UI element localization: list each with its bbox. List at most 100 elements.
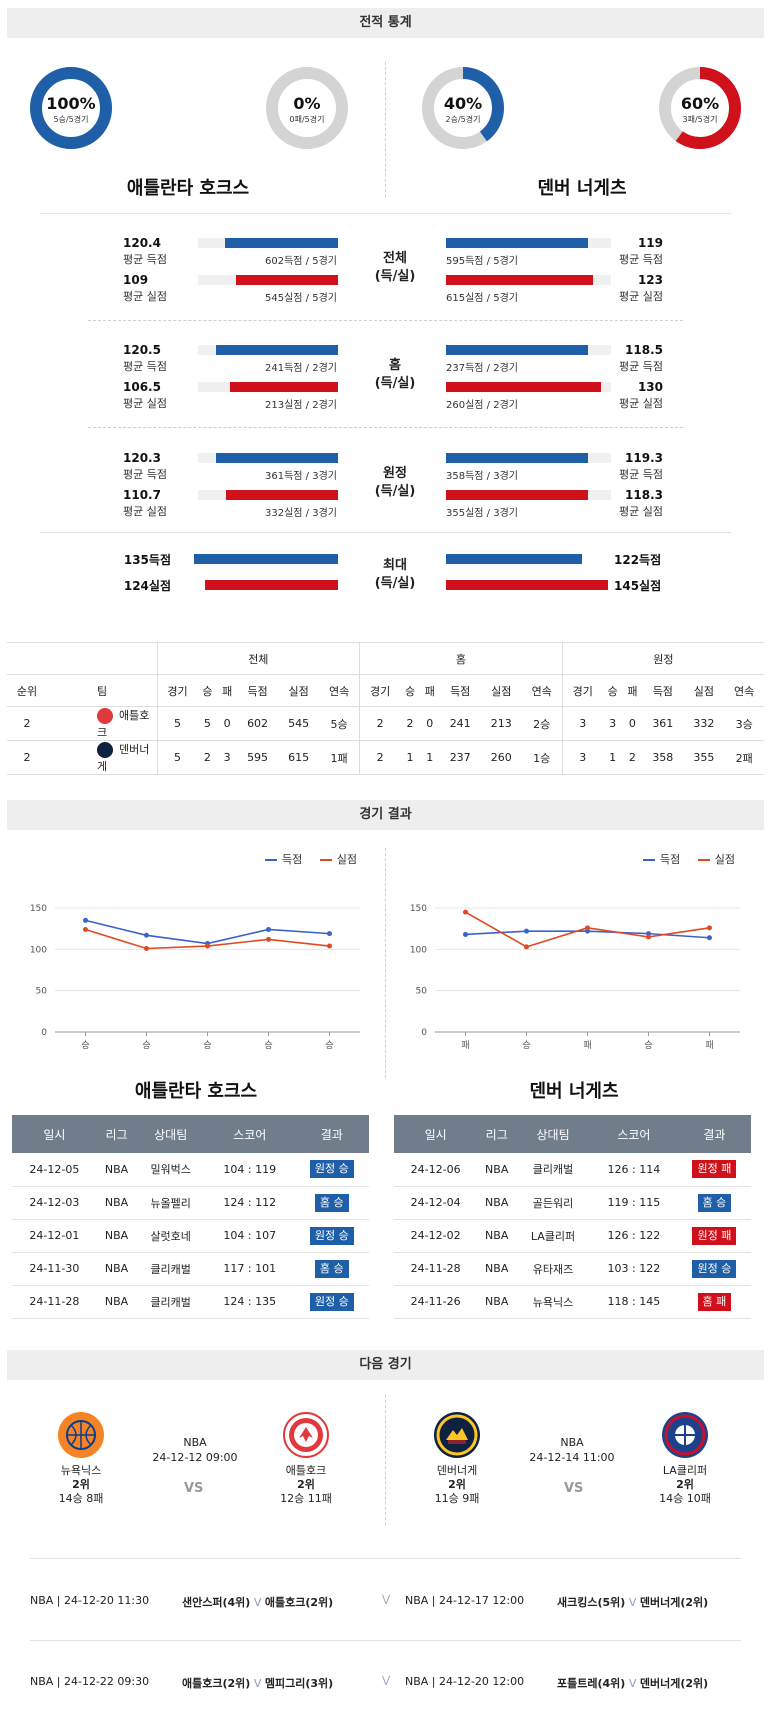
table-row: 24-11-28 NBA 클리캐벌 124 : 135 원정 승 [12, 1285, 369, 1319]
score-cell: 117 : 101 [205, 1252, 295, 1286]
bar-caption: 595득점 / 5경기 [446, 256, 518, 267]
max-scored-away: 122득점 [614, 553, 662, 567]
avg-value: 106.5 [123, 380, 161, 394]
avg-value: 118.5 [625, 343, 663, 357]
league-cell: NBA [477, 1186, 517, 1220]
col-header-home: 연속 [521, 674, 563, 707]
data-point[interactable] [524, 944, 529, 950]
data-point[interactable] [83, 926, 88, 932]
league-cell: NBA [96, 1153, 137, 1187]
donut-caption: 0패/5경기 [289, 115, 325, 124]
score-cell: 124 : 112 [205, 1186, 295, 1220]
line-chart-home: 0 50 100 150 승 승 승 승 승 [30, 904, 360, 1051]
date-cell: 24-11-28 [394, 1252, 478, 1286]
team-record: 11승 9패 [434, 1492, 480, 1505]
y-tick-label: 100 [410, 945, 427, 955]
score-cell: 118 : 145 [589, 1285, 678, 1319]
col-header-total: 승 [197, 674, 218, 707]
max-bar [446, 580, 608, 590]
data-point[interactable] [585, 925, 590, 931]
sched-left-0-teams[interactable]: 샌안스퍼(4위) V 애틀호크(2위) [182, 1594, 333, 1610]
next-team-clippers[interactable]: LA클리퍼 2위 14승 10패 [640, 1412, 730, 1506]
data-point[interactable] [83, 917, 88, 923]
date-cell: 24-12-01 [12, 1219, 97, 1253]
opponent-cell: 골든워리 [516, 1186, 590, 1220]
stat-cell-home: 1 [419, 740, 440, 775]
rank-cell: 2 [7, 740, 47, 775]
next-game-info: NBA 24-12-12 09:00 [140, 1435, 250, 1465]
stat-bar [226, 490, 338, 500]
results-home-team-title: 애틀란타 호크스 [134, 1081, 258, 1102]
score-cell: 104 : 107 [205, 1219, 295, 1253]
data-point[interactable] [144, 946, 149, 952]
bar-caption: 358득점 / 3경기 [446, 471, 518, 482]
data-point[interactable] [266, 936, 271, 942]
stat-cell-total: 0 [217, 706, 238, 741]
next-team-nuggets[interactable]: 덴버너게 2위 11승 9패 [412, 1412, 502, 1506]
team-name: 덴버너게 [436, 1464, 478, 1477]
data-point[interactable] [524, 928, 529, 934]
table-row: 24-11-28 NBA 유타재즈 103 : 122 원정 승 [394, 1252, 751, 1286]
data-point[interactable] [463, 909, 468, 915]
result-badge: 원정 승 [309, 1292, 354, 1311]
stat-cell-total: 1패 [319, 740, 360, 775]
stat-cell-home: 2 [400, 706, 420, 741]
stat-cell-away: 3 [561, 706, 603, 741]
data-point[interactable] [327, 931, 332, 937]
sched-left-1-teams[interactable]: 애틀호크(2위) V 멤피그리(3위) [182, 1675, 333, 1691]
team-rank: 2위 [676, 1478, 694, 1491]
sched-right-1-teams[interactable]: 포틀트레(4위) V 덴버너게(2위) [557, 1675, 708, 1691]
data-point[interactable] [463, 931, 468, 937]
legend-swatch-allowed [697, 859, 710, 861]
nuggets-logo-icon [434, 1412, 480, 1458]
data-point[interactable] [707, 925, 712, 931]
stat-cell-away: 2패 [724, 740, 764, 775]
chevron-down-icon[interactable]: ⋁ [382, 1594, 391, 1605]
sched-right-0-teams[interactable]: 새크킹스(5위) V 덴버너게(2위) [557, 1594, 708, 1610]
col-header-away: 득점 [642, 674, 684, 707]
next-team-hawks[interactable]: 애틀호크 2위 12승 11패 [261, 1412, 351, 1506]
stat-cell-home: 0 [419, 706, 440, 741]
logo-glyph [66, 1420, 96, 1450]
bar-caption: 545실점 / 5경기 [265, 293, 337, 304]
max-allowed-away: 145실점 [614, 579, 662, 593]
avg-value: 119.3 [625, 451, 663, 465]
result-badge: 홈 승 [697, 1193, 732, 1212]
col-header-total: 득점 [237, 674, 279, 707]
stat-cell-total: 615 [278, 740, 320, 775]
data-point[interactable] [646, 934, 651, 940]
compare-label-line1: 원정 [383, 466, 407, 481]
results-table-home: 일시 리그 상대팀 스코어 결과 24-12-05 NBA 밀워벅스 104 : 119 원정 … [12, 1115, 369, 1319]
group-away: 원정 [561, 642, 764, 675]
donut-away-win: 40% 2승/5경기 [421, 66, 505, 150]
vs-label: VS [564, 1481, 584, 1496]
league-cell: NBA [477, 1153, 517, 1187]
sched-left-1-info: NBA | 24-12-22 09:30 [30, 1675, 150, 1688]
group-total: 전체 [156, 642, 360, 675]
data-point[interactable] [327, 943, 332, 949]
results-col-header: 리그 [477, 1115, 517, 1153]
data-point[interactable] [707, 935, 712, 941]
max-bar [194, 554, 338, 564]
stat-bar [216, 453, 338, 463]
date-cell: 24-12-04 [394, 1186, 478, 1220]
opponent-cell: 클리캐벌 [136, 1285, 206, 1319]
table-row: 24-12-01 NBA 살럿호네 104 : 107 원정 승 [12, 1219, 369, 1253]
opponent-cell: 뉴올펠리 [136, 1186, 206, 1220]
y-tick-label: 50 [36, 987, 48, 997]
team-cell[interactable]: 덴버너게 [47, 740, 157, 775]
max-scored-home: 135득점 [123, 553, 171, 567]
data-point[interactable] [266, 926, 271, 932]
result-cell: 홈 패 [677, 1285, 751, 1319]
results-col-header: 상대팀 [516, 1115, 590, 1153]
next-team-knicks[interactable]: 뉴욕닉스 2위 14승 8패 [36, 1412, 126, 1506]
chevron-down-icon[interactable]: ⋁ [382, 1675, 391, 1686]
compare-label-line2: (득/실) [374, 484, 416, 499]
results-col-header: 일시 [394, 1115, 478, 1153]
team-cell[interactable]: 애틀호크 [47, 706, 157, 741]
col-header-away: 승 [602, 674, 623, 707]
col-header-total: 실점 [278, 674, 320, 707]
line-chart-away: 0 50 100 150 패 승 패 승 패 [410, 904, 740, 1051]
data-point[interactable] [144, 932, 149, 938]
data-point[interactable] [205, 943, 210, 949]
